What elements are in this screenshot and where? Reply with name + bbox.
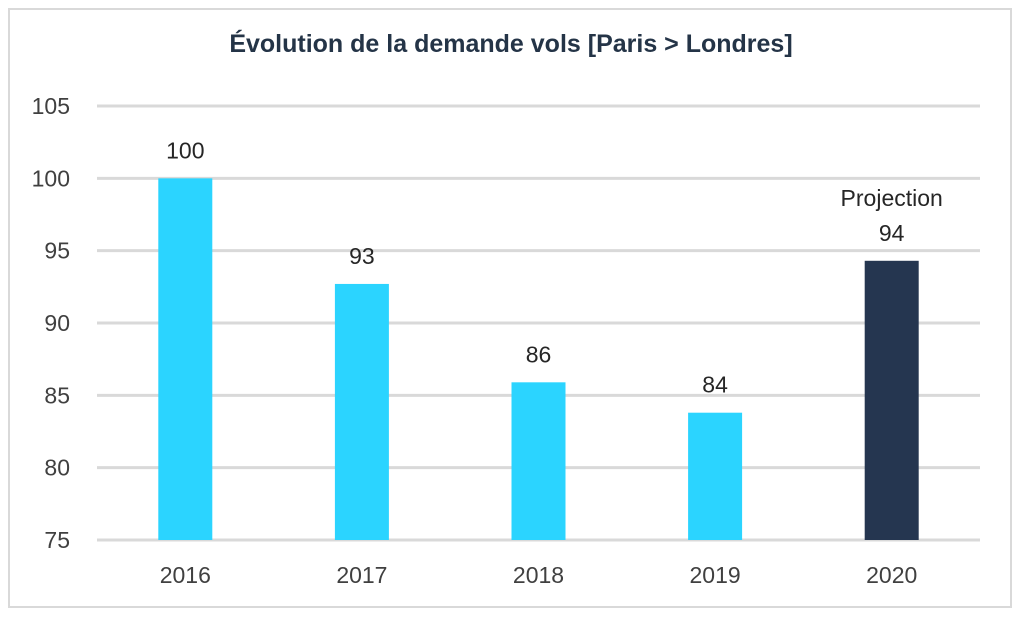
y-tick-label-80: 80	[44, 455, 70, 481]
bar-2019	[688, 412, 743, 540]
x-tick-label-2018: 2018	[513, 562, 564, 588]
x-tick-label-2019: 2019	[690, 562, 741, 588]
data-label-2017: 93	[349, 243, 375, 269]
bar-2016	[158, 178, 213, 541]
y-tick-label-95: 95	[44, 238, 70, 264]
y-tick-label-90: 90	[44, 310, 70, 336]
bar-2020	[864, 260, 919, 540]
x-tick-label-2017: 2017	[336, 562, 387, 588]
bars	[158, 178, 919, 541]
x-axis-ticks: 2016 2017 2018 2019 2020	[160, 562, 918, 588]
data-label-2020: 94	[879, 220, 905, 246]
bar-2017	[334, 283, 389, 540]
data-label-2019: 84	[702, 372, 728, 398]
chart-title: Évolution de la demande vols [Paris > Lo…	[229, 30, 793, 58]
annotation-2020: Projection	[841, 185, 943, 211]
y-axis-ticks: 75 80 85 90 95 100 105	[32, 93, 70, 553]
y-tick-label-105: 105	[32, 93, 70, 119]
y-tick-label-100: 100	[32, 165, 70, 191]
x-tick-label-2016: 2016	[160, 562, 211, 588]
x-tick-label-2020: 2020	[866, 562, 917, 588]
data-labels: 100 93 86 84 94 Projection	[166, 137, 943, 397]
bar-2018	[511, 382, 566, 540]
y-tick-label-75: 75	[44, 527, 70, 553]
data-label-2016: 100	[166, 137, 204, 163]
y-tick-label-85: 85	[44, 382, 70, 408]
data-label-2018: 86	[526, 341, 552, 367]
